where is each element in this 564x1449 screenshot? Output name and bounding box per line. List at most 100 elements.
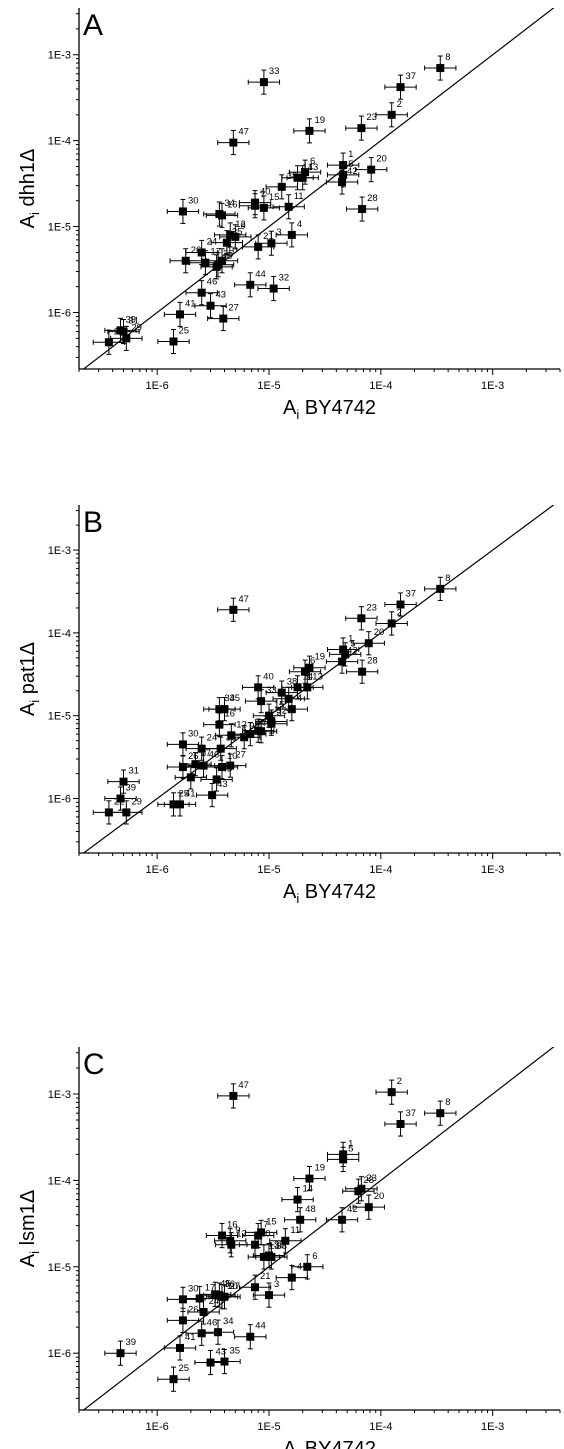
point-label: 24 (207, 733, 218, 744)
point-marker (339, 171, 347, 179)
x-tick-label: 1E-6 (146, 864, 169, 876)
point-label: 11 (294, 191, 304, 202)
point-marker (246, 281, 254, 289)
point-label: 33 (269, 66, 280, 77)
point-label: 2 (397, 1076, 402, 1087)
point-label: 28 (363, 1175, 374, 1186)
point-marker (176, 1344, 184, 1352)
point-label: 4 (297, 219, 302, 230)
point-marker (305, 664, 313, 672)
point-label: 3 (274, 1279, 279, 1290)
point-label: 25 (179, 325, 190, 336)
point-label: 8 (445, 52, 450, 63)
y-tick-label: 1E-3 (48, 50, 71, 62)
point-marker (388, 111, 396, 119)
point-label: 19 (314, 115, 325, 126)
point-label: 16 (227, 1220, 238, 1231)
y-tick-label: 1E-4 (48, 1175, 71, 1187)
point-label: 11 (290, 1225, 300, 1236)
point-marker (436, 1109, 444, 1117)
point-marker (219, 315, 227, 323)
point-label: 39 (125, 783, 136, 794)
y-tick-label: 1E-4 (48, 136, 71, 148)
point-label: 38 (276, 1241, 287, 1252)
point-label: 15 (266, 1216, 277, 1227)
point-label: 47 (238, 127, 249, 138)
point-marker (285, 203, 293, 211)
point-marker (270, 285, 278, 293)
point-label: 2 (397, 607, 402, 618)
point-marker (176, 800, 184, 808)
point-label: 32 (276, 706, 287, 717)
point-label: 20 (374, 627, 385, 638)
point-marker (260, 204, 268, 212)
point-label: 39 (125, 314, 136, 325)
point-marker (251, 199, 259, 207)
point-label: 8 (445, 1097, 450, 1108)
point-label: 20 (374, 1191, 385, 1202)
point-marker (338, 658, 346, 666)
point-marker (116, 795, 124, 803)
point-marker (214, 1328, 222, 1336)
y-tick-label: 1E-5 (48, 222, 71, 234)
point-label: 34 (224, 198, 235, 209)
point-label: 30 (188, 1283, 199, 1294)
x-tick-label: 1E-6 (146, 1421, 169, 1433)
point-label: 48 (196, 761, 207, 772)
point-marker (179, 1316, 187, 1324)
x-tick-label: 1E-6 (146, 380, 169, 392)
x-tick-label: 1E-4 (369, 380, 392, 392)
point-label: 3 (276, 227, 281, 238)
x-tick-label: 1E-5 (257, 864, 280, 876)
point-marker (254, 683, 262, 691)
point-label: 8 (445, 573, 450, 584)
point-label: 20 (376, 154, 387, 165)
point-label: 6 (312, 1251, 317, 1262)
point-label: 40 (260, 1229, 271, 1240)
point-marker (397, 601, 405, 609)
point-label: 30 (188, 195, 199, 206)
point-label: 38 (287, 171, 298, 182)
point-label: 30 (188, 728, 199, 739)
point-marker (305, 127, 313, 135)
y-axis-title: Ai pat1Δ (17, 642, 42, 716)
point-marker (265, 1291, 273, 1299)
point-marker (208, 791, 216, 799)
point-marker (288, 1274, 296, 1282)
point-label: 26 (188, 751, 199, 762)
point-label: 45 (220, 1278, 231, 1289)
point-marker (303, 1263, 311, 1271)
y-tick-label: 1E-6 (48, 308, 71, 320)
point-label: 14 (303, 671, 314, 682)
point-label: 35 (232, 227, 243, 238)
point-marker (267, 718, 275, 726)
point-marker (220, 705, 228, 713)
point-label: 37 (406, 1108, 417, 1119)
point-marker (436, 64, 444, 72)
y-axis-title: Ai dhh1Δ (17, 149, 42, 229)
point-label: 28 (367, 193, 378, 204)
point-label: 44 (255, 269, 266, 280)
point-label: 46 (209, 750, 220, 761)
point-marker (182, 257, 190, 265)
point-marker (105, 338, 113, 346)
point-marker (296, 1216, 304, 1224)
point-label: 33 (266, 685, 277, 696)
point-label: 44 (255, 1321, 266, 1332)
point-label: 42 (347, 646, 358, 657)
point-marker (305, 1175, 313, 1183)
point-marker (339, 1155, 347, 1163)
x-tick-label: 1E-4 (369, 864, 392, 876)
y-tick-label: 1E-3 (48, 1089, 71, 1101)
point-label: 42 (347, 166, 358, 177)
y-axis-title: Ai lsm1Δ (17, 1190, 42, 1267)
x-tick-label: 1E-5 (257, 1421, 280, 1433)
point-marker (338, 1216, 346, 1224)
point-label: 2 (397, 99, 402, 110)
point-marker (116, 1349, 124, 1357)
point-label: 21 (260, 1271, 271, 1282)
point-marker (278, 183, 286, 191)
y-tick-label: 1E-4 (48, 628, 71, 640)
point-label: 14 (303, 162, 314, 173)
